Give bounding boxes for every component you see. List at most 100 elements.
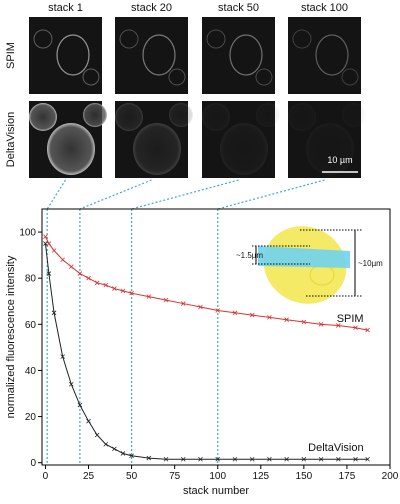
cell [202, 103, 230, 131]
y-tick-label: 100 [19, 228, 36, 239]
data-point [365, 327, 370, 333]
y-tick-label: 80 [25, 274, 37, 285]
cell [229, 34, 263, 76]
x-axis-label: stack number [183, 485, 249, 497]
data-point [51, 248, 57, 253]
column-label: stack 100 [301, 2, 348, 14]
data-point [215, 456, 221, 462]
cell [306, 123, 354, 175]
data-point [198, 456, 203, 462]
data-point [46, 241, 52, 246]
data-point [301, 456, 307, 462]
cell [288, 103, 316, 131]
data-point [77, 402, 83, 408]
series-line [44, 243, 368, 460]
data-point [301, 319, 307, 325]
column-label: stack 1 [48, 2, 83, 14]
data-point [284, 456, 289, 462]
light-sheet [258, 246, 350, 268]
column-label: stack 50 [218, 2, 259, 14]
data-point [284, 317, 289, 322]
micrograph [115, 101, 193, 178]
data-point [353, 325, 358, 331]
data-point [103, 441, 109, 447]
connector [79, 179, 152, 210]
cell [169, 103, 193, 127]
data-point [69, 264, 74, 269]
row-label: SPIM [5, 42, 17, 69]
data-point [94, 280, 100, 286]
data-point [69, 381, 74, 387]
data-point [232, 310, 238, 316]
inset-diagram: ~1.5µm ~10µm [236, 226, 383, 304]
x-tick-label: 50 [126, 471, 138, 482]
micrograph [202, 101, 280, 178]
y-tick-label: 40 [25, 366, 37, 377]
cell [29, 103, 57, 131]
data-point [86, 275, 91, 281]
data-point [249, 312, 255, 318]
y-tick-label: 20 [25, 412, 37, 423]
cell [119, 29, 139, 49]
micrograph [29, 17, 102, 94]
data-point [198, 304, 203, 310]
x-tick-label: 150 [296, 471, 313, 482]
data-point [112, 286, 117, 291]
cell [220, 123, 268, 175]
micrograph [202, 17, 275, 94]
y-axis-label: normalized fluorescence intensity [5, 255, 17, 418]
cell [256, 103, 280, 127]
data-point [336, 456, 341, 462]
micrograph [288, 101, 366, 178]
data-point [60, 354, 65, 359]
data-point [146, 294, 152, 299]
annotation: ~1.5µm [236, 251, 263, 260]
cell [341, 68, 359, 86]
image-frame [202, 17, 275, 94]
data-point [43, 234, 48, 239]
cell [82, 68, 100, 86]
cell [315, 34, 349, 76]
data-point [60, 257, 65, 263]
cell [83, 103, 107, 127]
data-point [120, 288, 126, 294]
data-point [353, 456, 358, 462]
data-point [318, 456, 324, 462]
y-tick-label: 60 [25, 320, 37, 331]
data-point [163, 297, 169, 303]
data-point [51, 310, 57, 316]
x-tick-label: 75 [169, 471, 181, 482]
series-label: SPIM [337, 313, 364, 325]
cell [142, 34, 176, 76]
data-point [163, 456, 169, 462]
data-point [86, 418, 91, 424]
data-point [365, 456, 370, 462]
data-point [129, 453, 134, 459]
image-panels: stack 1 stack 20 stack 50 stack 100 SPIM Delt… [5, 2, 366, 178]
data-point [120, 451, 126, 456]
data-point [267, 315, 272, 320]
annotation: ~10µm [358, 259, 383, 268]
plot-frame [41, 208, 391, 466]
connector [131, 179, 239, 210]
data-point [112, 446, 117, 452]
cell [33, 29, 53, 49]
cell [342, 103, 366, 127]
cell [47, 123, 95, 175]
data-point [249, 456, 255, 462]
data-point [318, 322, 324, 327]
x-tick-label: 100 [209, 471, 226, 482]
cell [292, 29, 312, 49]
data-point [129, 290, 134, 296]
image-frame [288, 17, 361, 94]
cell [56, 34, 90, 76]
micrograph [288, 17, 361, 94]
data-point [232, 456, 238, 462]
data-point [46, 271, 52, 276]
x-tick-label: 25 [83, 471, 95, 482]
connector [46, 179, 67, 210]
connector [217, 179, 325, 210]
data-point [336, 323, 341, 328]
data-point [77, 271, 83, 276]
